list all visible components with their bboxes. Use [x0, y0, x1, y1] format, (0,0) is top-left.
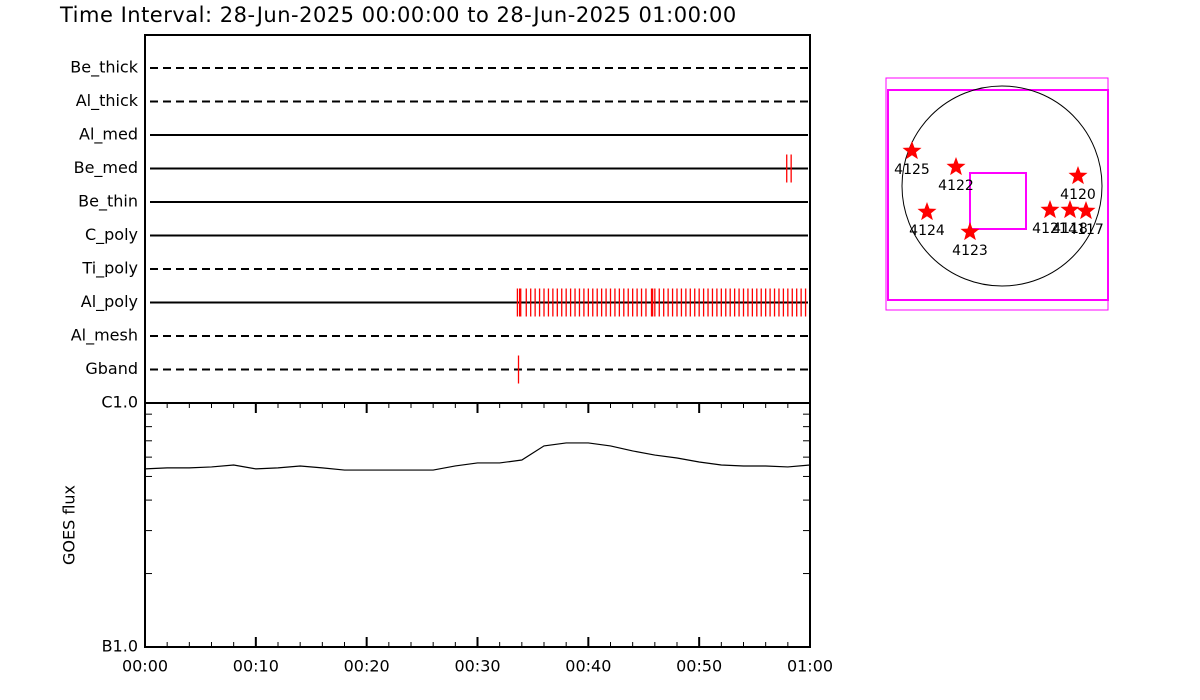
row-label: Ti_poly	[81, 259, 138, 279]
fov-box	[969, 172, 1027, 230]
x-tick-label: 01:00	[787, 657, 833, 676]
region-label: 4125	[894, 162, 930, 178]
row-label: C_poly	[85, 225, 138, 245]
y-tick-label: B1.0	[102, 637, 138, 656]
x-tick-label: 00:10	[233, 657, 279, 676]
row-label: Al_poly	[81, 292, 138, 312]
region-star	[1076, 201, 1096, 220]
region-star	[902, 141, 922, 160]
region-star	[1060, 200, 1080, 219]
region-star	[946, 157, 966, 176]
row-label: Al_thick	[76, 91, 139, 111]
title: Time Interval: 28-Jun-2025 00:00:00 to 2…	[59, 3, 737, 27]
region-label: 4124	[909, 223, 945, 239]
goes-curve	[144, 442, 811, 471]
row-label: Be_thick	[70, 58, 138, 78]
x-tick-label: 00:20	[344, 657, 390, 676]
region-label: 4123	[952, 243, 988, 259]
y-tick-label: C1.0	[101, 393, 138, 412]
region-label: 4122	[938, 178, 974, 194]
region-star	[1068, 166, 1088, 185]
fov-box	[887, 89, 1109, 301]
row-label: Al_mesh	[71, 326, 138, 346]
region-label: 4121	[1032, 221, 1068, 237]
plot-frame	[144, 34, 811, 648]
region-label: 4118	[1052, 221, 1088, 237]
region-star	[1040, 200, 1060, 219]
region-star	[960, 222, 980, 241]
region-label: 4117	[1068, 222, 1104, 238]
x-tick-label: 00:00	[122, 657, 168, 676]
row-label: Be_thin	[78, 192, 138, 212]
x-tick-label: 00:50	[676, 657, 722, 676]
row-label: Gband	[85, 359, 138, 378]
region-star	[917, 202, 937, 221]
x-tick-label: 00:30	[454, 657, 500, 676]
solar-disk	[901, 85, 1103, 287]
row-label: Al_med	[79, 125, 138, 145]
x-tick-label: 00:40	[565, 657, 611, 676]
region-label: 4120	[1060, 187, 1096, 203]
row-label: Be_med	[74, 158, 138, 178]
y-axis-label: GOES flux	[60, 485, 79, 565]
